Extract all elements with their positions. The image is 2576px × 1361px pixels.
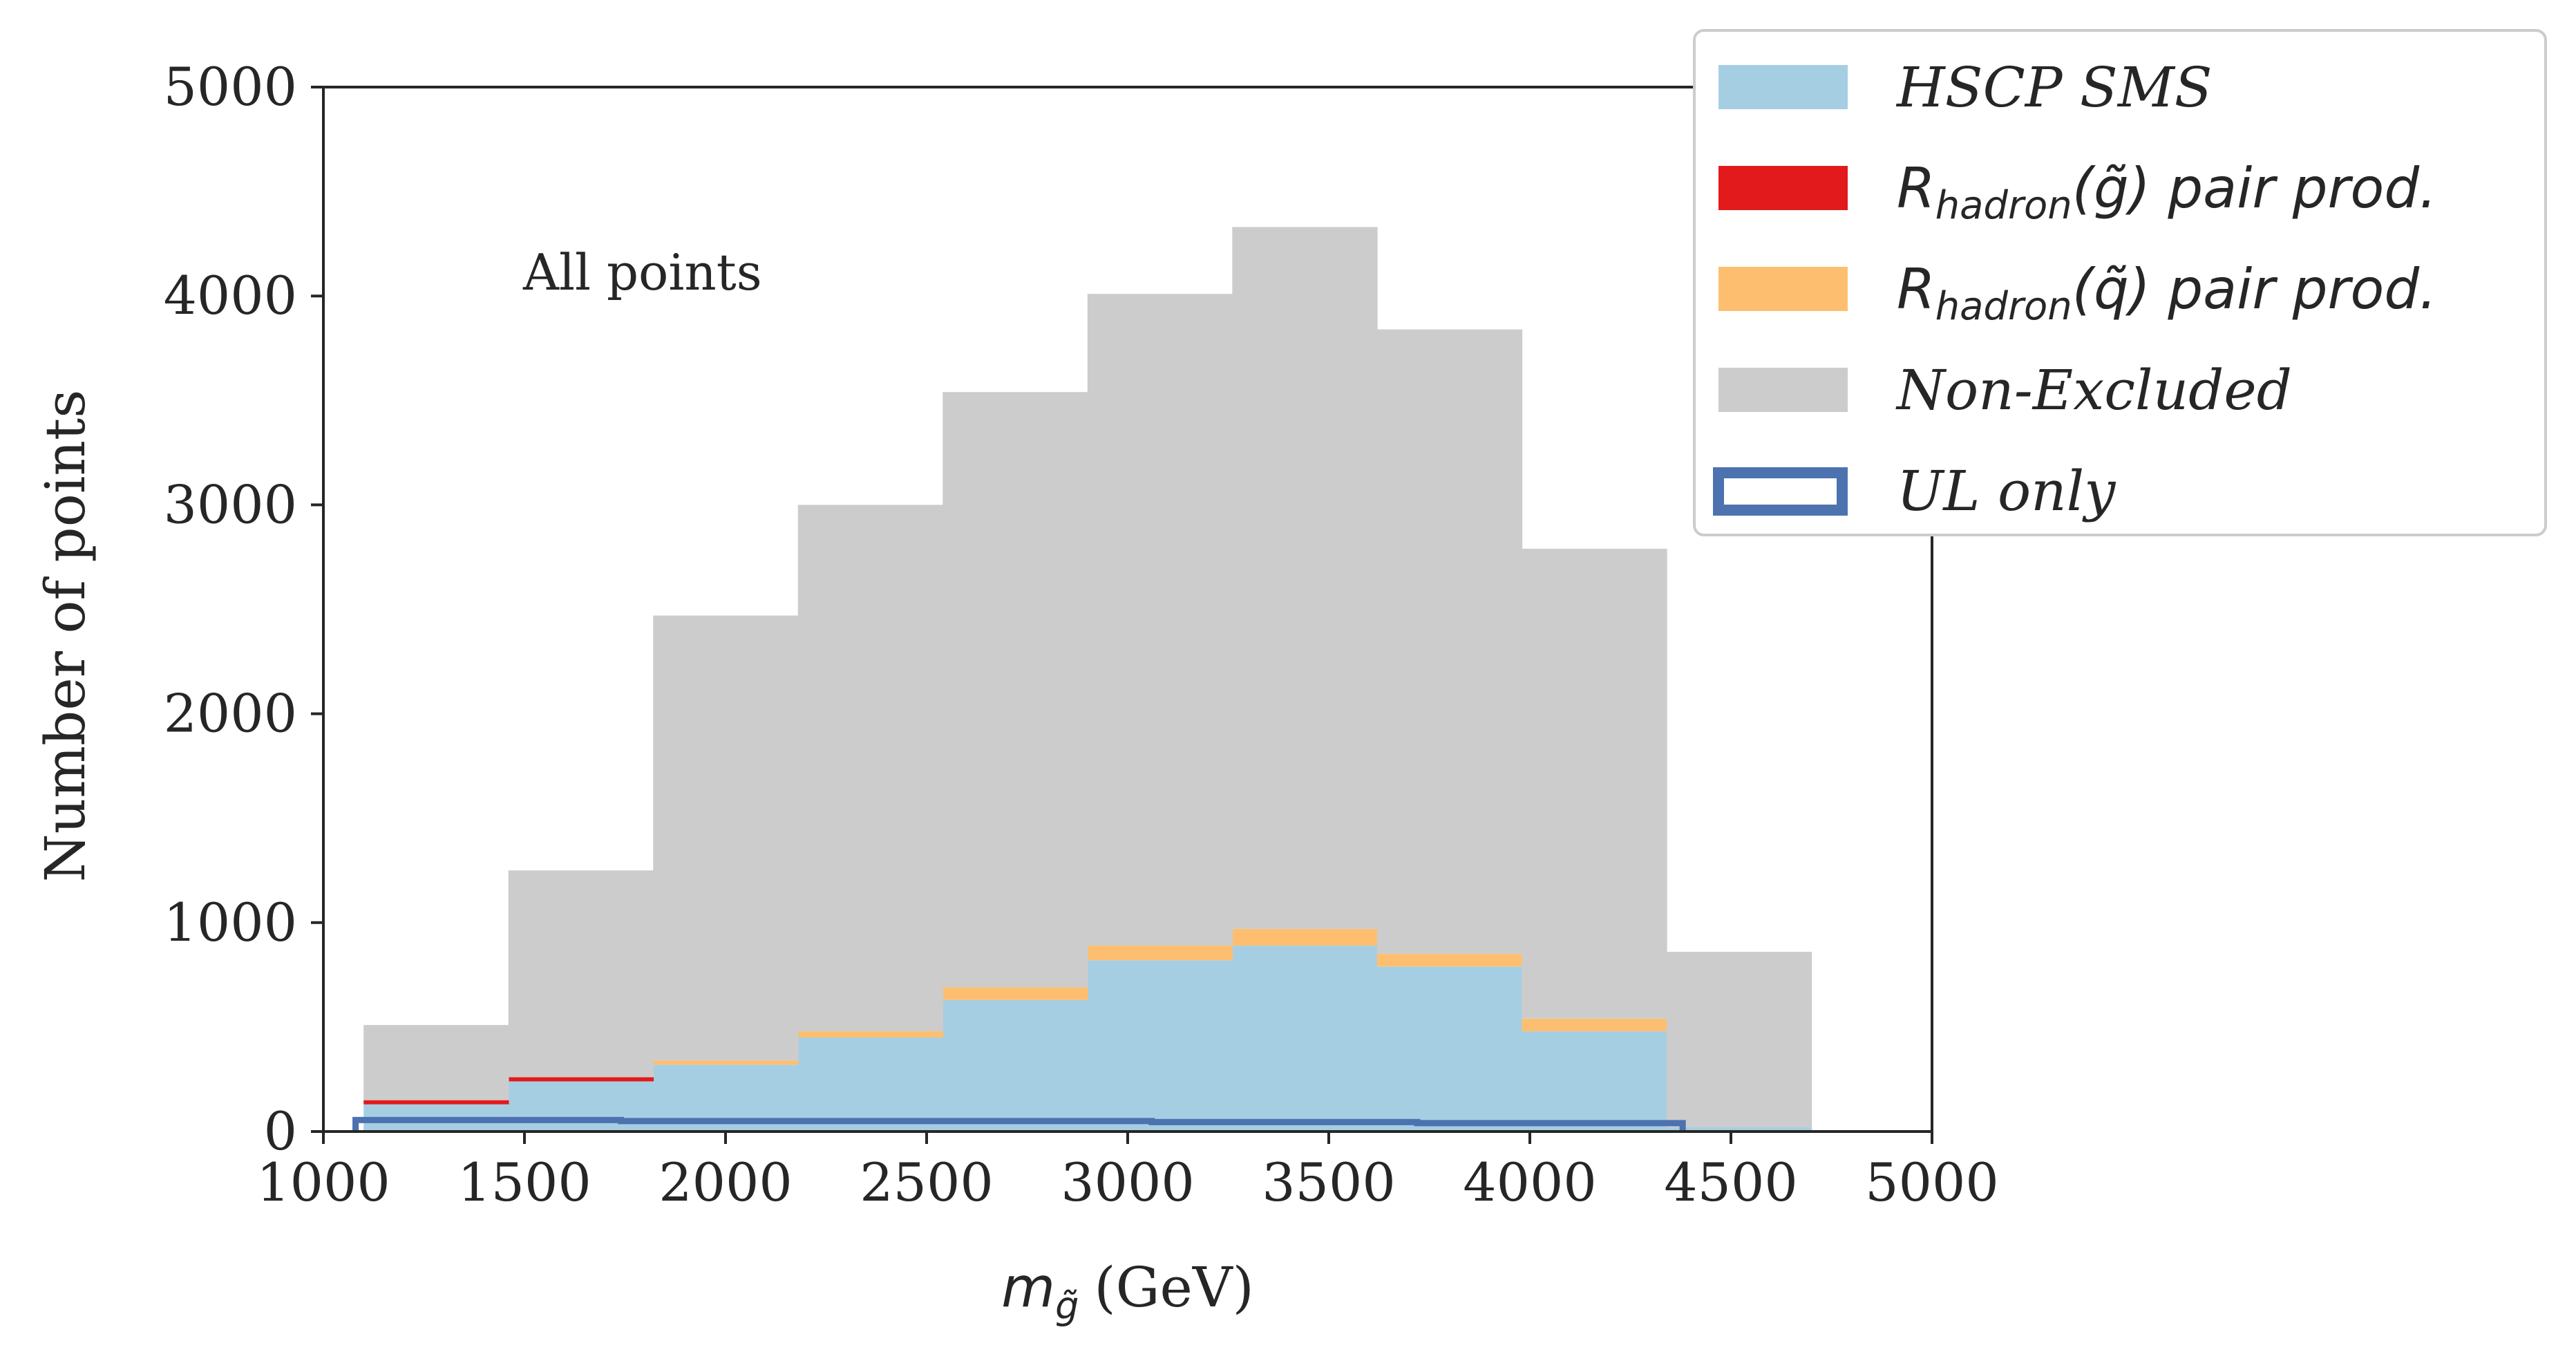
bar-series-0-bin-8 bbox=[1522, 1031, 1667, 1132]
legend-label-2: Rhadron(q̃) pair prod. bbox=[1897, 257, 2437, 329]
x-tick-label-6: 4000 bbox=[1463, 1152, 1596, 1213]
x-tick-label-2: 2000 bbox=[659, 1152, 792, 1213]
annotation-all-points: All points bbox=[522, 243, 762, 301]
bar-series-2-bin-3 bbox=[797, 1031, 944, 1038]
x-tick-label-7: 4500 bbox=[1664, 1152, 1797, 1213]
bar-series-1-bin-0 bbox=[363, 1100, 509, 1105]
legend-frame bbox=[1693, 29, 2547, 536]
bar-series-3-bin-8 bbox=[1522, 548, 1667, 1019]
bar-series-3-bin-3 bbox=[797, 505, 944, 1031]
bar-series-3-bin-0 bbox=[363, 1024, 509, 1100]
bar-series-0-bin-7 bbox=[1376, 966, 1523, 1132]
bar-series-3-bin-6 bbox=[1232, 227, 1378, 929]
legend-swatch-2 bbox=[1718, 267, 1848, 311]
bar-series-2-bin-6 bbox=[1232, 928, 1378, 946]
bar-series-0-bin-4 bbox=[943, 999, 1088, 1132]
x-axis-title-unit: (GeV) bbox=[1094, 1255, 1253, 1320]
bar-series-3-bin-5 bbox=[1087, 294, 1233, 946]
bar-series-3-bin-2 bbox=[653, 615, 799, 1061]
x-axis-title-subscript: g̃ bbox=[1055, 1284, 1079, 1328]
bar-series-3-bin-1 bbox=[508, 870, 654, 1078]
x-tick-label-1: 1500 bbox=[457, 1152, 591, 1213]
bar-series-3-bin-4 bbox=[943, 392, 1088, 988]
legend-swatch-3 bbox=[1718, 368, 1848, 412]
y-tick-label-3: 3000 bbox=[164, 473, 297, 535]
bar-series-0-bin-6 bbox=[1232, 946, 1378, 1132]
legend-label-4: UL only bbox=[1897, 459, 2116, 523]
x-tick-label-0: 1000 bbox=[256, 1152, 390, 1213]
legend: HSCP SMS Rhadron(g̃) pair prod. Rhadron(q̃… bbox=[1693, 29, 2547, 536]
bar-series-1-bin-1 bbox=[508, 1077, 654, 1082]
legend-label-3: Non-Excluded bbox=[1895, 358, 2292, 422]
x-tick-label-5: 3500 bbox=[1262, 1152, 1395, 1213]
y-axis-title: Number of points bbox=[33, 390, 97, 883]
bar-series-2-bin-2 bbox=[653, 1060, 799, 1065]
bar-series-3-bin-9 bbox=[1666, 952, 1812, 1127]
bar-series-0-bin-5 bbox=[1087, 960, 1233, 1132]
x-ticks: 1000 1500 2000 2500 3000 3500 4000 4500 5000 bbox=[256, 1132, 1999, 1213]
bar-series-3-bin-7 bbox=[1376, 329, 1523, 955]
bar-series-2-bin-7 bbox=[1376, 954, 1523, 967]
legend-label-0: HSCP SMS bbox=[1895, 55, 2213, 120]
bar-series-2-bin-8 bbox=[1522, 1018, 1667, 1031]
y-ticks: 0 1000 2000 3000 4000 5000 bbox=[164, 56, 323, 1162]
y-tick-label-2: 2000 bbox=[164, 683, 297, 744]
x-tick-label-4: 3000 bbox=[1061, 1152, 1194, 1213]
legend-swatch-1 bbox=[1718, 166, 1848, 210]
y-tick-label-0: 0 bbox=[264, 1100, 297, 1162]
legend-swatch-4 bbox=[1713, 467, 1848, 516]
bars-layer bbox=[363, 227, 1812, 1132]
bar-series-2-bin-4 bbox=[943, 987, 1088, 1000]
x-axis-title: mg̃ (GeV) bbox=[1001, 1255, 1254, 1328]
y-tick-label-5: 5000 bbox=[164, 56, 297, 118]
ul-only-outline bbox=[352, 1116, 1686, 1132]
y-tick-label-4: 4000 bbox=[164, 265, 297, 326]
legend-swatch-0 bbox=[1718, 65, 1848, 109]
bar-series-0-bin-9 bbox=[1666, 1127, 1812, 1132]
x-tick-label-3: 2500 bbox=[860, 1152, 993, 1213]
x-tick-label-8: 5000 bbox=[1865, 1152, 1998, 1213]
ul-only-outline-layer bbox=[352, 1116, 1686, 1132]
y-tick-label-1: 1000 bbox=[164, 892, 297, 953]
bar-series-0-bin-3 bbox=[797, 1038, 944, 1132]
bar-series-2-bin-5 bbox=[1087, 946, 1233, 961]
x-axis-title-symbol: m bbox=[1001, 1255, 1055, 1320]
legend-label-1: Rhadron(g̃) pair prod. bbox=[1897, 156, 2437, 228]
